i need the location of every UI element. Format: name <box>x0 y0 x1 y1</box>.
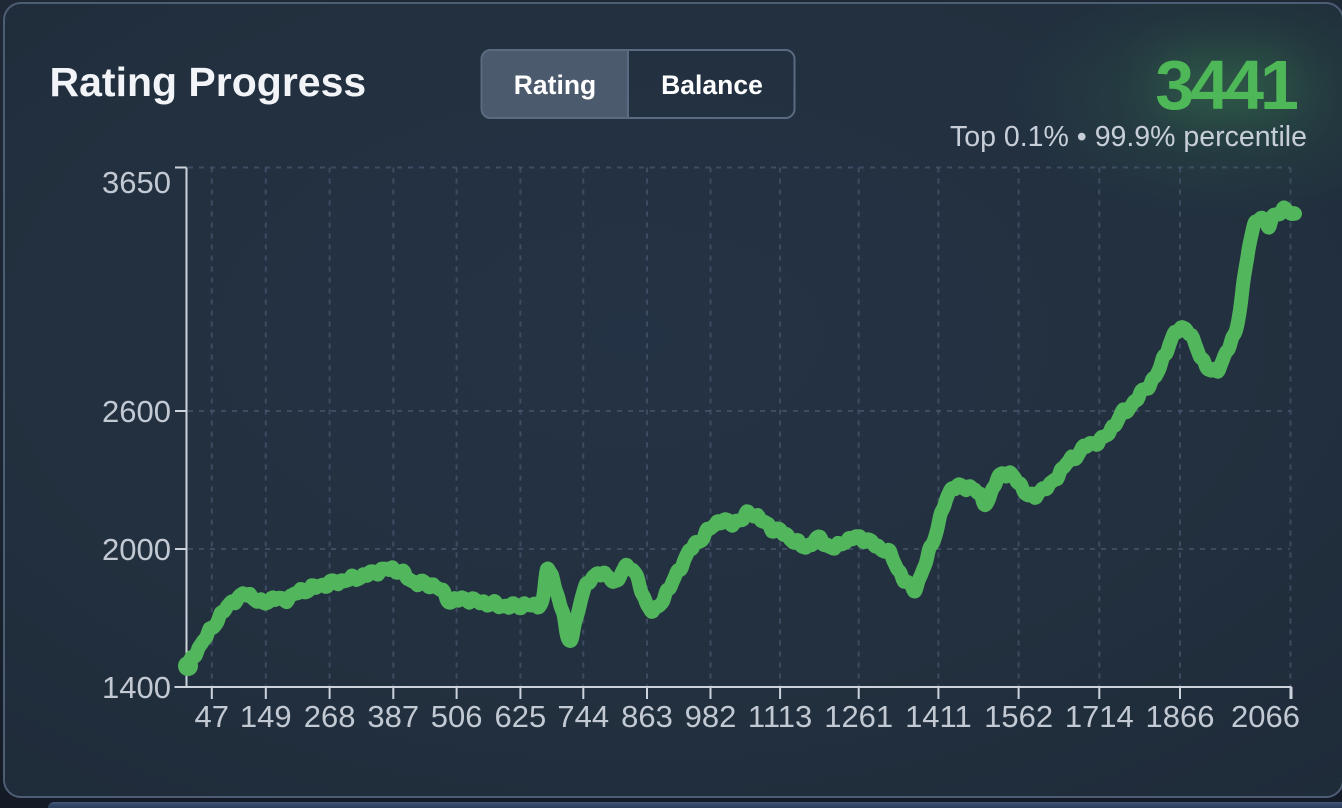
svg-text:Balance: Balance <box>661 70 763 100</box>
svg-text:Rating Progress: Rating Progress <box>50 59 367 105</box>
svg-text:625: 625 <box>495 699 547 734</box>
svg-text:1562: 1562 <box>984 699 1053 734</box>
svg-text:2600: 2600 <box>102 394 171 429</box>
svg-text:268: 268 <box>304 699 356 734</box>
svg-text:1400: 1400 <box>102 670 171 705</box>
svg-text:Top 0.1% • 99.9% percentile: Top 0.1% • 99.9% percentile <box>950 121 1307 153</box>
svg-text:506: 506 <box>431 699 483 734</box>
svg-text:387: 387 <box>367 699 419 734</box>
svg-text:47: 47 <box>195 699 229 734</box>
svg-text:1113: 1113 <box>748 699 812 734</box>
svg-text:2000: 2000 <box>102 532 171 567</box>
svg-text:2066: 2066 <box>1231 699 1300 734</box>
svg-text:1714: 1714 <box>1065 699 1134 734</box>
svg-text:1411: 1411 <box>905 699 972 734</box>
svg-text:Rating: Rating <box>514 70 596 100</box>
svg-text:3650: 3650 <box>102 165 171 200</box>
svg-text:1261: 1261 <box>824 699 893 734</box>
svg-text:3441: 3441 <box>1155 46 1297 124</box>
svg-text:744: 744 <box>557 699 609 734</box>
svg-text:863: 863 <box>621 699 673 734</box>
svg-text:1866: 1866 <box>1146 699 1215 734</box>
svg-text:982: 982 <box>685 699 737 734</box>
svg-text:149: 149 <box>240 699 292 734</box>
